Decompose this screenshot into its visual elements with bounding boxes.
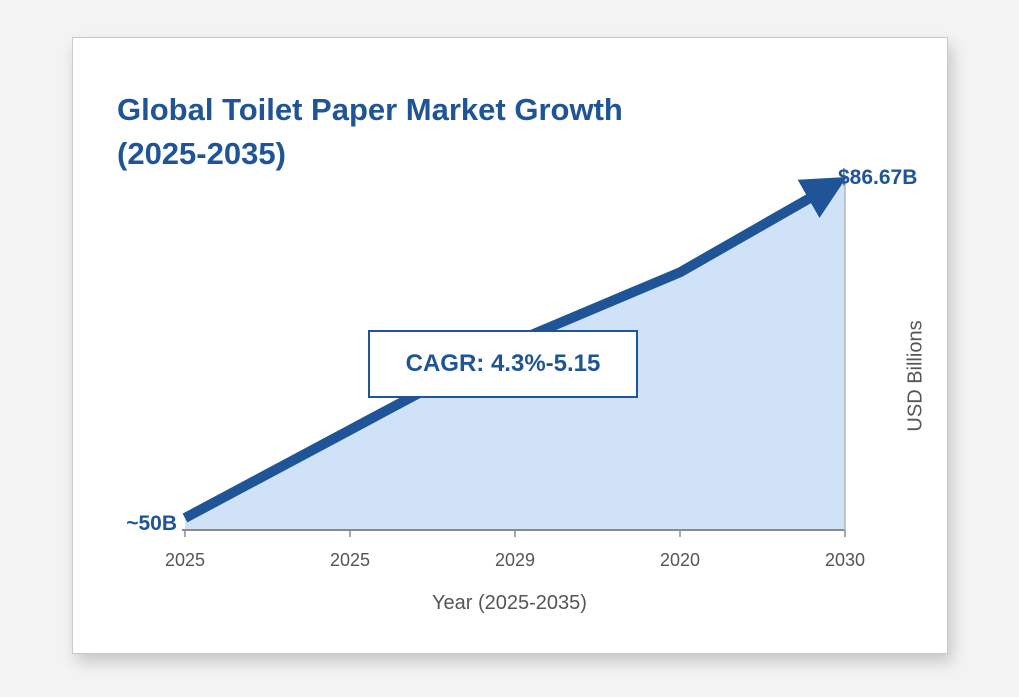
x-tick-label: 2030 (825, 550, 865, 570)
chart-title: Global Toilet Paper Market Growth (2025-… (117, 88, 777, 176)
x-tick-label: 2025 (330, 550, 370, 570)
cagr-annotation-box: CAGR: 4.3%-5.15 (368, 330, 638, 398)
cagr-annotation-label: CAGR: 4.3%-5.15 (405, 350, 601, 377)
x-tick-label: 2020 (660, 550, 700, 570)
start-value-label: ~50B (126, 512, 177, 535)
chart-title-line-2: (2025-2035) (117, 136, 286, 171)
x-tick-label: 2025 (165, 550, 205, 570)
end-value-label: $86.67B (838, 166, 917, 189)
y-axis-label: USD Billions (904, 320, 927, 432)
x-tick-label: 2029 (495, 550, 535, 570)
x-axis-label: Year (2025-2035) (432, 592, 587, 614)
chart-title-line-1: Global Toilet Paper Market Growth (117, 92, 623, 127)
